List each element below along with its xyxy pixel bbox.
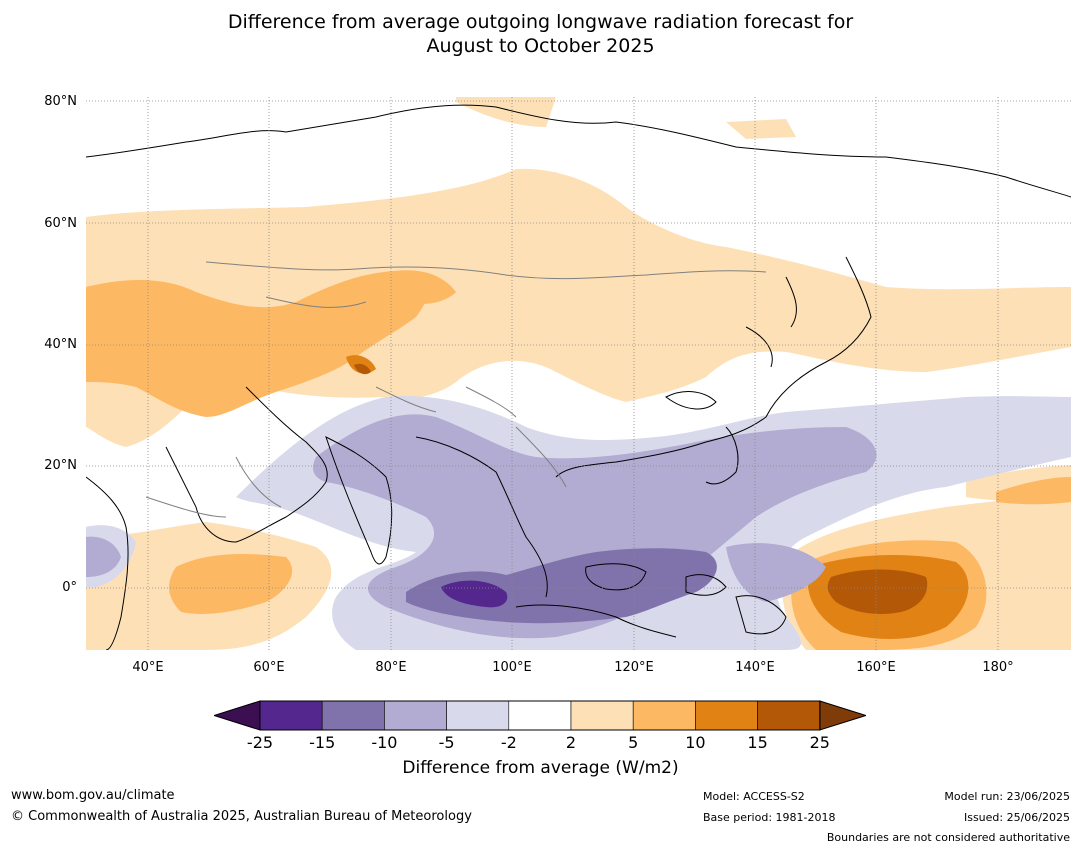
lon-label-100e: 100°E: [492, 660, 532, 675]
footer-website: www.bom.gov.au/climate: [11, 788, 175, 803]
chart-title: Difference from average outgoing longwav…: [0, 10, 1081, 58]
anomaly-15-25-regions: [354, 363, 928, 614]
lon-label-60e: 60°E: [253, 660, 285, 675]
colorbar-segment: [695, 700, 758, 731]
colorbar-segment: [259, 700, 323, 731]
lon-label-80e: 80°E: [375, 660, 407, 675]
colorbar-tick-label: 15: [747, 733, 768, 752]
colorbar: [214, 700, 866, 731]
colorbar-extend-low: [214, 700, 261, 731]
lon-label-180: 180°: [982, 660, 1014, 675]
lat-label-80n: 80°N: [44, 94, 77, 109]
country-boundaries: [145, 261, 767, 518]
colorbar-tick-label: -25: [246, 733, 274, 752]
colorbar-segment: [384, 700, 447, 731]
colorbar-tick-label: 10: [685, 733, 706, 752]
colorbar-tick-label: -10: [371, 733, 398, 752]
colorbar-tick-label: 2: [565, 733, 577, 752]
lon-label-160e: 160°E: [856, 660, 896, 675]
colorbar-segment: [632, 700, 696, 731]
lon-label-40e: 40°E: [132, 660, 164, 675]
footer-issued: Issued: 25/06/2025: [963, 811, 1070, 824]
colorbar-segment: [446, 700, 510, 731]
footer-base-period: Base period: 1981-2018: [703, 811, 836, 824]
colorbar-extend-high: [819, 700, 866, 731]
colorbar-tick-label: -5: [438, 733, 455, 752]
coastlines: [86, 104, 1071, 650]
lat-label-60n: 60°N: [44, 216, 77, 231]
colorbar-segment: [321, 700, 385, 731]
lat-label-20n: 20°N: [44, 458, 77, 473]
title-line-2: August to October 2025: [426, 35, 655, 57]
anomaly-neg15-neg25-regions: [441, 580, 508, 608]
footer-disclaimer: Boundaries are not considered authoritat…: [826, 831, 1070, 844]
colorbar-segment: [570, 700, 634, 731]
colorbar-tick-label: 5: [628, 733, 639, 752]
graticule: [86, 97, 1071, 650]
ola-anomaly-map: [86, 97, 1071, 650]
lat-label-equator: 0°: [62, 580, 77, 595]
title-line-1: Difference from average outgoing longwav…: [227, 11, 854, 33]
lat-label-40n: 40°N: [44, 337, 77, 352]
colorbar-tick-label: -15: [309, 733, 336, 752]
footer-copyright: © Commonwealth of Australia 2025, Austra…: [11, 809, 472, 824]
lon-label-140e: 140°E: [735, 660, 775, 675]
colorbar-label: Difference from average (W/m2): [402, 758, 679, 778]
footer-model-run: Model run: 23/06/2025: [944, 790, 1070, 803]
colorbar-tick-label: 25: [809, 733, 830, 752]
lon-label-120e: 120°E: [614, 660, 654, 675]
colorbar-segment: [508, 700, 572, 731]
footer-model: Model: ACCESS-S2: [703, 790, 805, 803]
colorbar-tick-label: -2: [500, 733, 517, 752]
colorbar-segment: [757, 700, 821, 731]
